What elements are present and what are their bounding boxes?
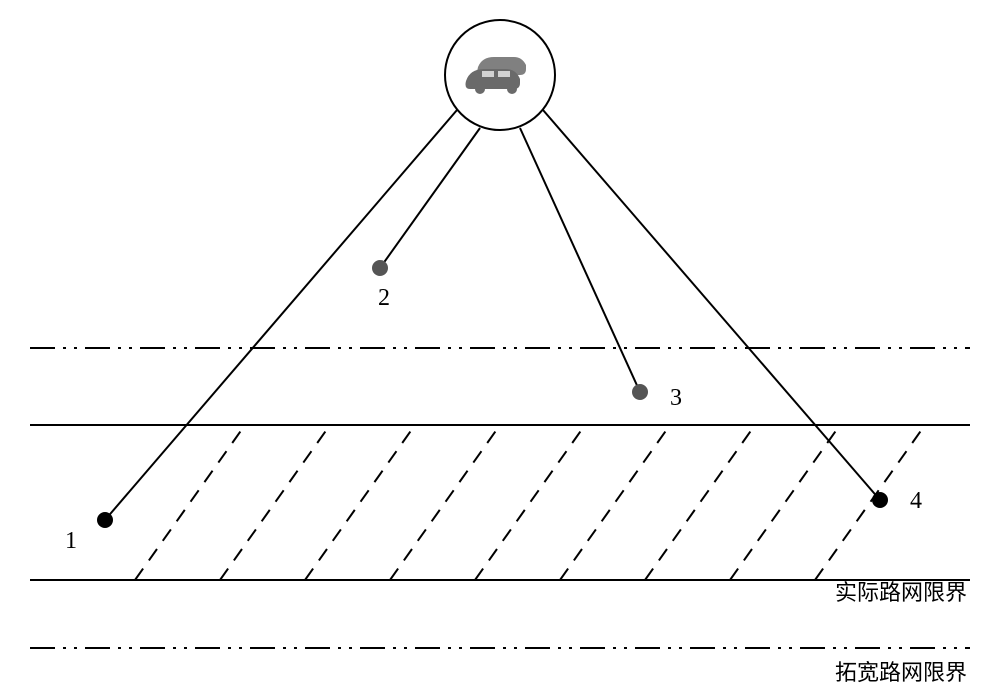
diagram-container: 1 2 3 4 实际路网限界拓宽路网限界 bbox=[0, 0, 1000, 695]
hatch-line bbox=[220, 425, 330, 580]
point-label-2: 2 bbox=[378, 285, 390, 311]
point-1 bbox=[97, 512, 113, 528]
ray-2 bbox=[380, 128, 480, 268]
point-label-4: 4 bbox=[910, 488, 922, 514]
ray-3 bbox=[520, 128, 640, 392]
hatch-region bbox=[135, 425, 925, 580]
hatch-line bbox=[645, 425, 755, 580]
point-label-1: 1 bbox=[65, 528, 77, 554]
hatch-line bbox=[815, 425, 925, 580]
label-widened: 拓宽路网限界 bbox=[835, 660, 967, 685]
ray-1 bbox=[105, 110, 457, 520]
diagram-svg: 1 2 3 4 实际路网限界拓宽路网限界 bbox=[0, 0, 1000, 695]
point-3 bbox=[632, 384, 648, 400]
hatch-line bbox=[390, 425, 500, 580]
hatch-line bbox=[135, 425, 245, 580]
label-actual: 实际路网限界 bbox=[835, 580, 967, 605]
hatch-line bbox=[560, 425, 670, 580]
point-label-3: 3 bbox=[670, 385, 682, 411]
point-2 bbox=[372, 260, 388, 276]
point-4 bbox=[872, 492, 888, 508]
ray-4 bbox=[543, 110, 880, 500]
hatch-line bbox=[305, 425, 415, 580]
hatch-line bbox=[730, 425, 840, 580]
hatch-line bbox=[475, 425, 585, 580]
